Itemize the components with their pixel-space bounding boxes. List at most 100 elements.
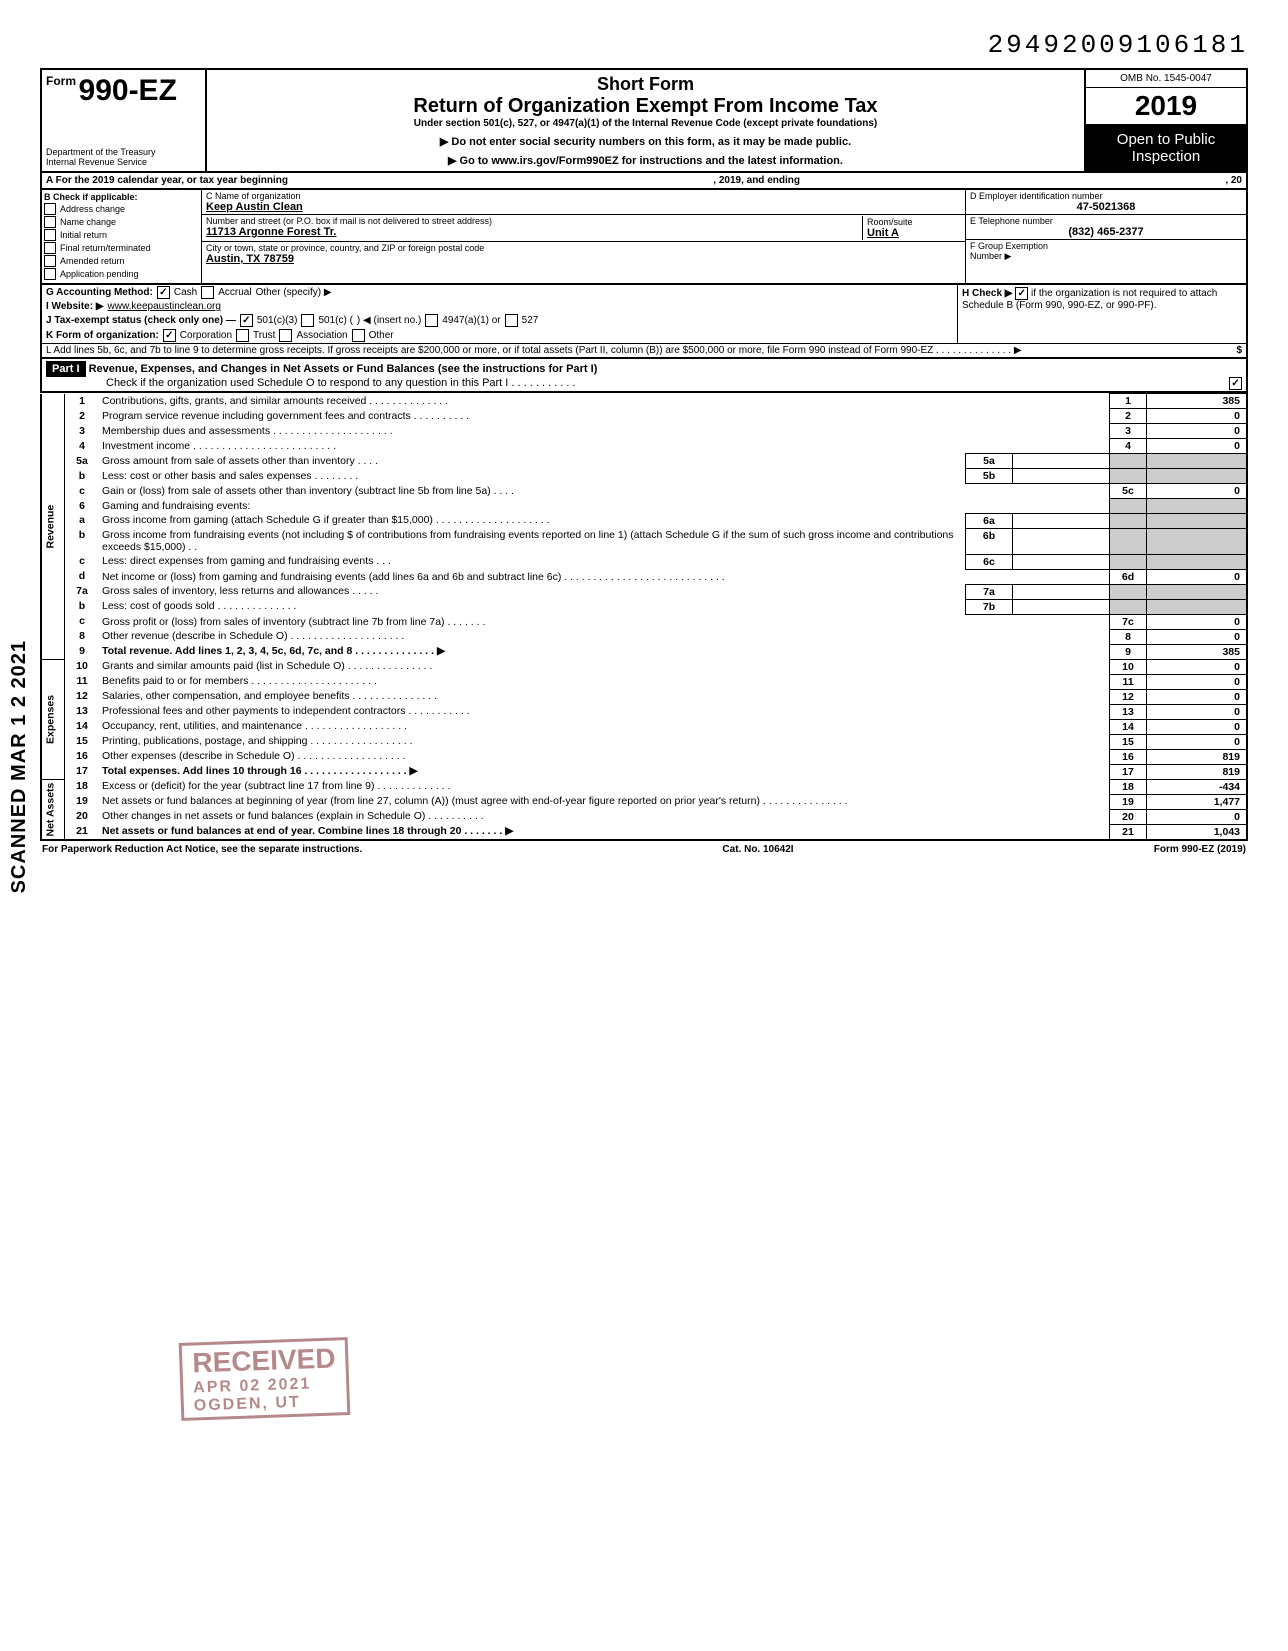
chk-other[interactable] <box>352 329 365 342</box>
line-row: 6Gaming and fundraising events: <box>41 499 1247 514</box>
k-label: K Form of organization: <box>46 330 159 341</box>
line-text: Printing, publications, postage, and shi… <box>99 734 1110 749</box>
e-label: E Telephone number <box>970 216 1242 226</box>
grey-box <box>1110 499 1147 514</box>
chk-trust[interactable] <box>236 329 249 342</box>
line-amount: 0 <box>1147 674 1248 689</box>
line-amount: 0 <box>1147 659 1248 674</box>
mid-box: 7b <box>966 599 1013 614</box>
line-box: 5c <box>1110 484 1147 499</box>
line-row: bLess: cost of goods sold . . . . . . . … <box>41 599 1247 614</box>
line-number: b <box>65 469 100 484</box>
line-number: 14 <box>65 719 100 734</box>
chk-address-change[interactable]: Address change <box>44 203 199 215</box>
line-amount: 0 <box>1147 614 1248 629</box>
j-4947: 4947(a)(1) or <box>442 315 500 326</box>
grey-amt <box>1147 469 1248 484</box>
mid-box: 5a <box>966 454 1013 469</box>
chk-527[interactable] <box>505 314 518 327</box>
chk-corp[interactable]: ✓ <box>163 329 176 342</box>
j-insert: ) ◀ (insert no.) <box>357 315 421 326</box>
chk-4947[interactable] <box>425 314 438 327</box>
stamp-l2: APR 02 2021 <box>193 1375 337 1398</box>
chk-cash[interactable]: ✓ <box>157 286 170 299</box>
line-text: Gaming and fundraising events: <box>99 499 1110 514</box>
dept-treasury: Department of the Treasury <box>46 147 201 157</box>
grey-amt <box>1147 513 1248 528</box>
chk-amended-return[interactable]: Amended return <box>44 255 199 267</box>
checkbox-icon <box>44 203 56 215</box>
line-amount: 385 <box>1147 394 1248 409</box>
line-box: 20 <box>1110 809 1147 824</box>
line-text: Membership dues and assessments . . . . … <box>99 424 1110 439</box>
j-501c3: 501(c)(3) <box>257 315 298 326</box>
line-text: Gross profit or (loss) from sales of inv… <box>99 614 1110 629</box>
k-other: Other <box>369 330 394 341</box>
line-text: Occupancy, rent, utilities, and maintena… <box>99 719 1110 734</box>
line-number: c <box>65 484 100 499</box>
chk-final-return[interactable]: Final return/terminated <box>44 242 199 254</box>
row-l: L Add lines 5b, 6c, and 7b to line 9 to … <box>42 343 1246 357</box>
chk-h[interactable]: ✓ <box>1015 287 1028 300</box>
line-text: Other revenue (describe in Schedule O) .… <box>99 629 1110 644</box>
chk-initial-return[interactable]: Initial return <box>44 229 199 241</box>
line-box: 7c <box>1110 614 1147 629</box>
chk-501c[interactable] <box>301 314 314 327</box>
mid-box: 5b <box>966 469 1013 484</box>
chk-accrual[interactable] <box>201 286 214 299</box>
line-number: 5a <box>65 454 100 469</box>
line-box: 14 <box>1110 719 1147 734</box>
part1-badge: Part I <box>46 361 86 377</box>
line-text: Gross sales of inventory, less returns a… <box>99 584 966 599</box>
part1-check-text: Check if the organization used Schedule … <box>106 377 576 389</box>
chk-application-pending[interactable]: Application pending <box>44 268 199 280</box>
form-subtitle: Under section 501(c), 527, or 4947(a)(1)… <box>211 118 1080 129</box>
received-stamp: RECEIVED APR 02 2021 OGDEN, UT <box>179 1337 351 1421</box>
cash-label: Cash <box>174 287 197 298</box>
section-c: C Name of organization Keep Austin Clean… <box>202 190 965 283</box>
chk-501c3[interactable]: ✓ <box>240 314 253 327</box>
stamp-l3: OGDEN, UT <box>194 1392 338 1415</box>
header-left: Form 990-EZ Department of the Treasury I… <box>42 70 207 171</box>
line-box: 6d <box>1110 569 1147 584</box>
line-row: bLess: cost or other basis and sales exp… <box>41 469 1247 484</box>
i-label: I Website: ▶ <box>46 301 104 312</box>
line-row: cGross profit or (loss) from sales of in… <box>41 614 1247 629</box>
line-box: 12 <box>1110 689 1147 704</box>
page-footer: For Paperwork Reduction Act Notice, see … <box>40 841 1248 858</box>
h-label: H Check ▶ <box>962 288 1012 299</box>
line-box: 11 <box>1110 674 1147 689</box>
grey-amt <box>1147 528 1248 554</box>
form-title: Return of Organization Exempt From Incom… <box>211 95 1080 118</box>
line-number: 15 <box>65 734 100 749</box>
k-trust: Trust <box>253 330 275 341</box>
line-number: c <box>65 554 100 569</box>
line-row: dNet income or (loss) from gaming and fu… <box>41 569 1247 584</box>
c-label: C Name of organization <box>206 191 961 201</box>
l-text: L Add lines 5b, 6c, and 7b to line 9 to … <box>46 345 1022 356</box>
org-city: Austin, TX 78759 <box>206 253 961 265</box>
grey-box <box>1110 599 1147 614</box>
chk-part1-scho[interactable]: ✓ <box>1229 377 1242 390</box>
mid-box: 6a <box>966 513 1013 528</box>
grey-box <box>1110 454 1147 469</box>
line-number: 9 <box>65 644 100 659</box>
line-row: 15Printing, publications, postage, and s… <box>41 734 1247 749</box>
line-number: 7a <box>65 584 100 599</box>
chk-name-change[interactable]: Name change <box>44 216 199 228</box>
line-number: 13 <box>65 704 100 719</box>
line-number: 2 <box>65 409 100 424</box>
line-number: 10 <box>65 659 100 674</box>
row-k: K Form of organization: ✓Corporation Tru… <box>42 328 957 343</box>
accrual-label: Accrual <box>218 287 251 298</box>
grey-amt <box>1147 554 1248 569</box>
line-box: 18 <box>1110 779 1147 794</box>
line-text: Less: cost of goods sold . . . . . . . .… <box>99 599 966 614</box>
footer-mid: Cat. No. 10642I <box>722 844 793 855</box>
line-amount: 0 <box>1147 809 1248 824</box>
chk-assoc[interactable] <box>279 329 292 342</box>
line-amount: 1,043 <box>1147 824 1248 840</box>
dept-irs: Internal Revenue Service <box>46 157 201 167</box>
mid-box: 6c <box>966 554 1013 569</box>
line-amount: 0 <box>1147 424 1248 439</box>
